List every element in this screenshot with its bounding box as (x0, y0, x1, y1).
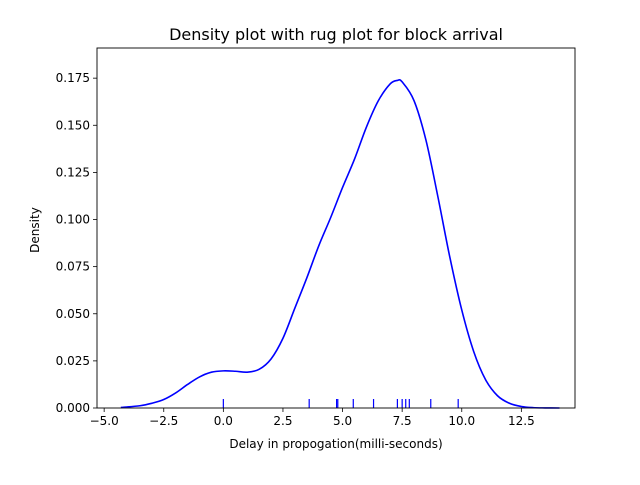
y-ticks: 0.000 0.025 0.050 0.075 0.100 0.125 0.150 0.175 (56, 71, 97, 415)
y-tick-label: 0.150 (56, 118, 90, 132)
x-tick-label: 2.5 (273, 414, 292, 428)
chart-title: Density plot with rug plot for block arr… (169, 25, 503, 44)
y-tick-label: 0.050 (56, 307, 90, 321)
rug-plot (222, 399, 459, 408)
y-tick-label: 0.000 (56, 401, 90, 415)
density-curve (120, 78, 560, 409)
x-tick-label: 7.5 (393, 414, 412, 428)
x-tick-label: 5.0 (333, 414, 352, 428)
x-axis-label: Delay in propogation(milli-seconds) (229, 437, 442, 451)
x-tick-label: 10.0 (448, 414, 475, 428)
y-tick-label: 0.025 (56, 354, 90, 368)
x-tick-label: −2.5 (149, 414, 178, 428)
y-tick-label: 0.125 (56, 165, 90, 179)
x-tick-label: 12.5 (508, 414, 535, 428)
y-tick-label: 0.175 (56, 71, 90, 85)
x-tick-label: −5.0 (90, 414, 119, 428)
y-axis-label: Density (28, 207, 42, 253)
plot-frame (96, 47, 576, 409)
x-ticks: −5.0 −2.5 0.0 2.5 5.0 7.5 10.0 12.5 (90, 408, 535, 428)
y-tick-label: 0.075 (56, 260, 90, 274)
x-tick-label: 0.0 (214, 414, 233, 428)
y-tick-label: 0.100 (56, 213, 90, 227)
